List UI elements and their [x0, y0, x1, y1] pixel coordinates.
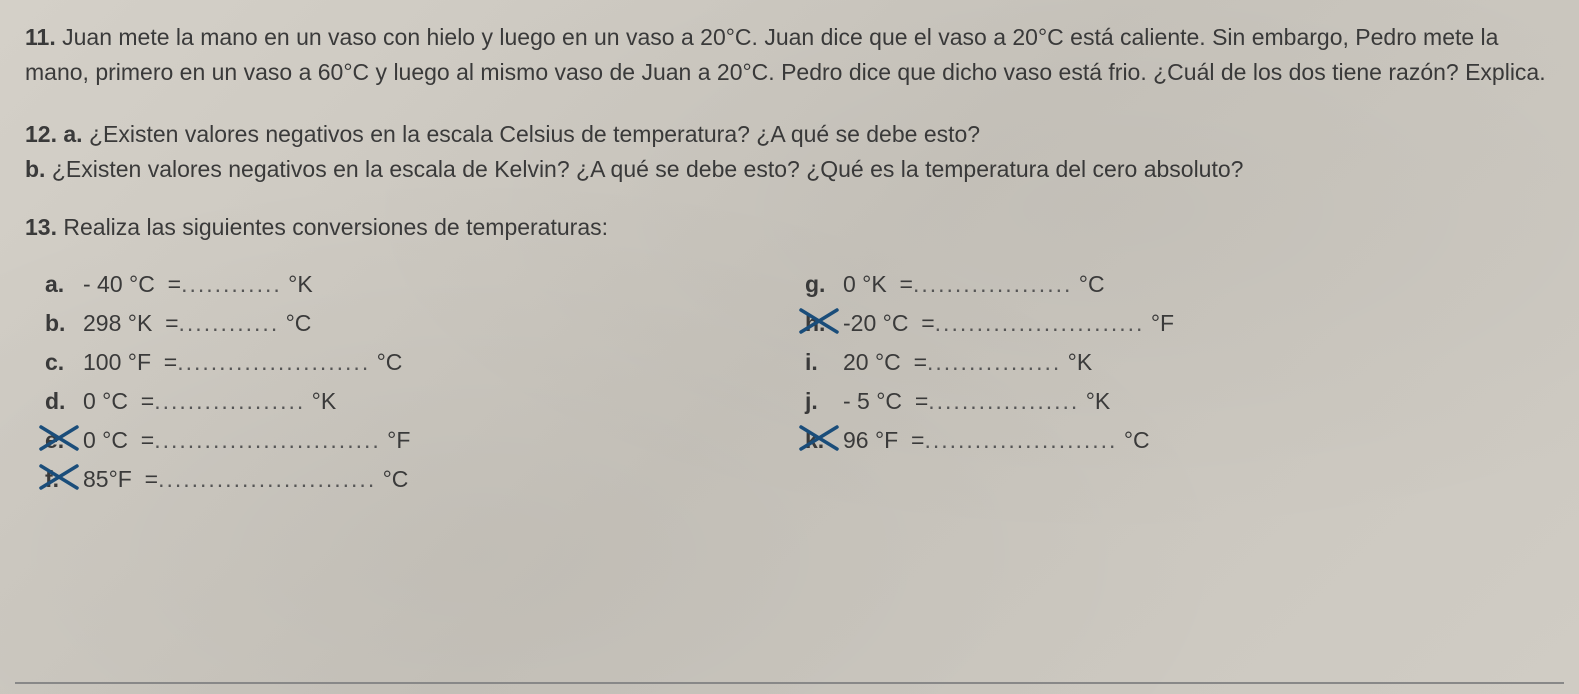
item-rhs-unit: °C [377, 349, 403, 376]
item-rhs-unit: °K [312, 388, 337, 415]
item-lhs: 0 °K [843, 271, 887, 298]
spacer [151, 349, 164, 376]
item-rhs-unit: °K [1086, 388, 1111, 415]
spacer [908, 310, 921, 337]
conversion-column-left: a. - 40 °C =............ °K b. 298 °K =....… [25, 271, 725, 493]
item-label: b. [45, 310, 73, 337]
answer-blank: ................ [927, 349, 1061, 376]
conversion-item: e. 0 °C =........................... °F [45, 427, 725, 454]
spacer [901, 349, 914, 376]
q13-text: Realiza las siguientes conversiones de t… [63, 214, 608, 240]
item-label: k. [805, 427, 833, 454]
q13-number: 13. [25, 214, 57, 240]
question-13-header: 13. Realiza las siguientes conversiones … [25, 214, 1554, 241]
question-12: 12. a. ¿Existen valores negativos en la … [25, 117, 1554, 186]
equals-sign: = [165, 310, 178, 337]
equals-sign: = [915, 388, 928, 415]
q11-number: 11. [25, 24, 56, 50]
item-label: a. [45, 271, 73, 298]
item-rhs-unit: °C [286, 310, 312, 337]
answer-blank: .................. [154, 388, 305, 415]
bottom-border-line [15, 682, 1564, 684]
item-lhs: 298 °K [83, 310, 152, 337]
conversion-item: a. - 40 °C =............ °K [45, 271, 725, 298]
item-lhs: 100 °F [83, 349, 151, 376]
answer-blank: ....................... [177, 349, 370, 376]
equals-sign: = [900, 271, 913, 298]
answer-blank: .................. [928, 388, 1079, 415]
conversion-item: j. - 5 °C =.................. °K [805, 388, 1485, 415]
item-rhs-unit: °C [1124, 427, 1150, 454]
spacer [132, 466, 145, 493]
item-lhs: 0 °C [83, 427, 128, 454]
conversion-column-right: g. 0 °K =................... °C h. -20 °C =… [785, 271, 1485, 493]
equals-sign: = [145, 466, 158, 493]
answer-blank: ........................... [154, 427, 381, 454]
conversion-item: c. 100 °F =....................... °C [45, 349, 725, 376]
item-lhs: - 5 °C [843, 388, 902, 415]
equals-sign: = [914, 349, 927, 376]
item-lhs: 96 °F [843, 427, 898, 454]
item-lhs: - 40 °C [83, 271, 155, 298]
item-label: e. [45, 427, 73, 454]
spacer [155, 271, 168, 298]
conversion-item: i. 20 °C =................ °K [805, 349, 1485, 376]
item-rhs-unit: °F [387, 427, 410, 454]
answer-blank: ............ [181, 271, 282, 298]
item-label: d. [45, 388, 73, 415]
equals-sign: = [141, 427, 154, 454]
spacer [152, 310, 165, 337]
equals-sign: = [168, 271, 181, 298]
spacer [887, 271, 900, 298]
item-rhs-unit: °K [1068, 349, 1093, 376]
answer-blank: ......................... [935, 310, 1145, 337]
answer-blank: .......................... [158, 466, 376, 493]
question-11: 11. Juan mete la mano en un vaso con hie… [25, 20, 1554, 89]
conversion-item: d. 0 °C =.................. °K [45, 388, 725, 415]
spacer [902, 388, 915, 415]
spacer [128, 427, 141, 454]
conversion-columns: a. - 40 °C =............ °K b. 298 °K =....… [25, 271, 1554, 493]
q12-a-label: a. [63, 121, 82, 147]
item-label: g. [805, 271, 833, 298]
conversion-item: g. 0 °K =................... °C [805, 271, 1485, 298]
item-label: i. [805, 349, 833, 376]
item-rhs-unit: °C [1079, 271, 1105, 298]
q12-part-a: 12. a. ¿Existen valores negativos en la … [25, 117, 1554, 152]
item-rhs-unit: °K [288, 271, 313, 298]
answer-blank: ............ [179, 310, 280, 337]
item-lhs: 85°F [83, 466, 132, 493]
q12-number: 12. [25, 121, 57, 147]
q12-a-text: ¿Existen valores negativos en la escala … [89, 121, 980, 147]
item-rhs-unit: °C [383, 466, 409, 493]
item-label: f. [45, 466, 73, 493]
conversion-item: k. 96 °F =....................... °C [805, 427, 1485, 454]
item-label: c. [45, 349, 73, 376]
item-lhs: -20 °C [843, 310, 908, 337]
q12-b-text: ¿Existen valores negativos en la escala … [52, 156, 1244, 182]
answer-blank: ................... [913, 271, 1072, 298]
spacer [898, 427, 911, 454]
item-label: j. [805, 388, 833, 415]
q11-text: Juan mete la mano en un vaso con hielo y… [25, 24, 1546, 85]
item-lhs: 20 °C [843, 349, 901, 376]
conversion-item: b. 298 °K =............ °C [45, 310, 725, 337]
spacer [128, 388, 141, 415]
answer-blank: ....................... [924, 427, 1117, 454]
equals-sign: = [911, 427, 924, 454]
item-label: h. [805, 310, 833, 337]
conversion-item: h. -20 °C =......................... °F [805, 310, 1485, 337]
equals-sign: = [921, 310, 934, 337]
equals-sign: = [141, 388, 154, 415]
q12-part-b: b. ¿Existen valores negativos en la esca… [25, 152, 1554, 187]
conversion-item: f. 85°F =.......................... °C [45, 466, 725, 493]
item-lhs: 0 °C [83, 388, 128, 415]
item-rhs-unit: °F [1151, 310, 1174, 337]
q12-b-label: b. [25, 156, 45, 182]
equals-sign: = [164, 349, 177, 376]
